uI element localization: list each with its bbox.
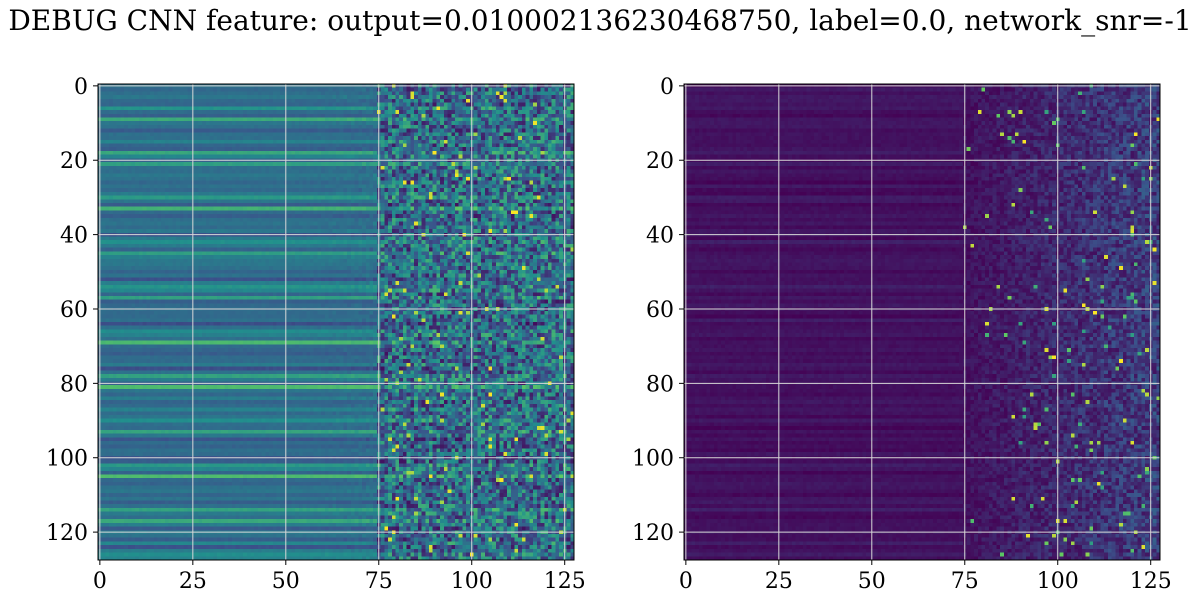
y-tick-label: 40 xyxy=(60,224,88,249)
axes-frame xyxy=(683,83,1161,561)
x-tick-label: 75 xyxy=(365,569,393,594)
x-tick-label: 0 xyxy=(93,569,107,594)
y-tick-label: 40 xyxy=(646,224,674,249)
heatmap-panel-right: 0 25 50 75 100 125 0 20 40 60 80 100 120 xyxy=(632,75,1172,594)
y-tick-label: 100 xyxy=(632,447,674,472)
x-tick-label: 75 xyxy=(951,569,979,594)
y-tick-label: 20 xyxy=(646,149,674,174)
y-tick-label: 120 xyxy=(46,521,88,546)
y-tick-label: 80 xyxy=(646,372,674,397)
y-tick-label: 20 xyxy=(60,149,88,174)
y-tick-label: 60 xyxy=(646,298,674,323)
x-tick-label: 50 xyxy=(858,569,886,594)
chart-title: DEBUG CNN feature: output=0.010002136230… xyxy=(8,4,1192,37)
y-tick-label: 60 xyxy=(60,298,88,323)
x-tick-label: 50 xyxy=(272,569,300,594)
heatmap-panel-left: 0 25 50 75 100 125 0 20 40 60 80 100 120 xyxy=(46,75,586,594)
x-tick-label: 100 xyxy=(451,569,493,594)
axes-frame xyxy=(97,83,575,561)
x-tick-label: 125 xyxy=(544,569,586,594)
x-tick-label: 100 xyxy=(1037,569,1079,594)
heatmap-image xyxy=(684,84,1160,560)
x-tick-label: 25 xyxy=(179,569,207,594)
x-tick-label: 125 xyxy=(1130,569,1172,594)
y-tick-label: 120 xyxy=(632,521,674,546)
y-tick-label: 0 xyxy=(74,75,88,100)
x-tick-label: 0 xyxy=(679,569,693,594)
y-tick-label: 80 xyxy=(60,372,88,397)
x-tick-label: 25 xyxy=(765,569,793,594)
heatmap-image xyxy=(98,84,574,560)
y-tick-label: 100 xyxy=(46,447,88,472)
y-tick-label: 0 xyxy=(660,75,674,100)
